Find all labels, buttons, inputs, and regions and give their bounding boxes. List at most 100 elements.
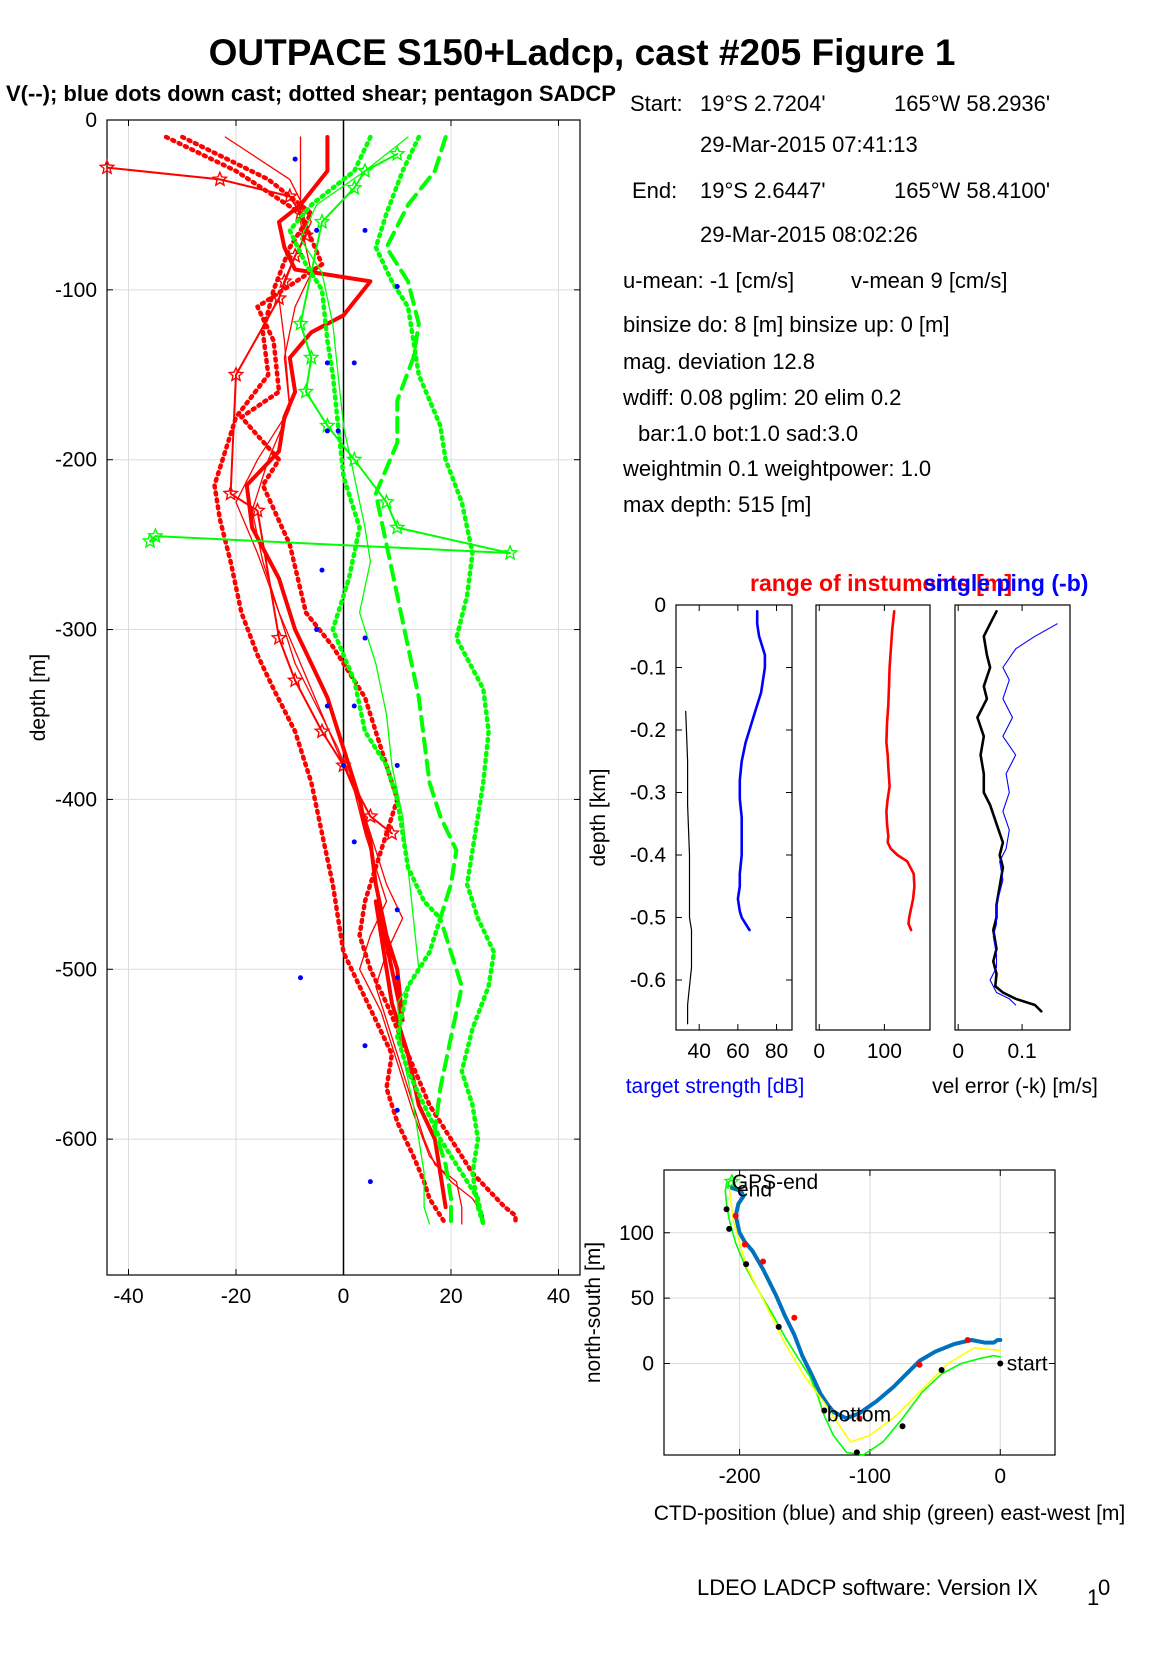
y-tick-label: 0: [642, 1352, 654, 1375]
x-tick-label: 0: [813, 1040, 825, 1063]
start-latitude: 19°S 2.7204': [700, 91, 826, 116]
ship-marker: [997, 1360, 1004, 1367]
x-axis-label: target strength [dB]: [626, 1075, 805, 1098]
ctd-marker: [791, 1314, 798, 1321]
end-time: 29-Mar-2015 08:02:26: [700, 222, 918, 247]
downcast-dot: [292, 156, 298, 162]
x-tick-label: -200: [719, 1465, 761, 1488]
track-series-green: [724, 1179, 1002, 1456]
y-axis-label: north-south [m]: [582, 1242, 605, 1383]
y-tick-label: -500: [55, 958, 97, 981]
panel-series-blue: [736, 609, 767, 932]
x-tick-label: 40: [547, 1285, 570, 1308]
target-strength-chart: 40 60 80 0 -0.1 -0.2 -0.3 -0.4 -0.5 -0.6 depth [km…: [587, 594, 804, 1098]
panel-title: single ping (-b): [924, 570, 1089, 596]
star-marker: [270, 289, 288, 306]
star-marker: [297, 226, 315, 243]
star-marker: [302, 348, 320, 366]
x-tick-label: 60: [726, 1040, 749, 1063]
profile-series-red: [163, 134, 518, 1227]
downcast-dot: [298, 975, 303, 981]
downcast-dot: [362, 227, 368, 233]
y-tick-label: -0.5: [630, 907, 666, 930]
start-label: Start:: [630, 91, 683, 116]
panel-series-blue: [989, 623, 1058, 1006]
panel-series-black: [685, 710, 693, 1025]
end-label: End:: [632, 178, 677, 203]
downcast-dot: [335, 428, 341, 434]
star-marker: [313, 722, 331, 739]
star-marker: [249, 501, 266, 518]
downcast-dot: [394, 762, 400, 768]
track-label: GPS-end: [732, 1171, 818, 1194]
star-marker: [501, 544, 519, 561]
software-version-subscript: 1: [1087, 1585, 1099, 1610]
profile-series-green: [149, 153, 512, 555]
x-tick-label: 0: [338, 1285, 350, 1308]
star-marker: [345, 179, 363, 196]
y-tick-label: -0.6: [630, 969, 666, 992]
panel-title: range of instuments [m]: [750, 570, 1012, 596]
figure-title: OUTPACE S150+Ladcp, cast #205 Figure 1: [209, 32, 956, 73]
mag-deviation: mag. deviation 12.8: [623, 349, 815, 374]
downcast-dot: [319, 567, 325, 573]
downcast-dot: [324, 360, 330, 366]
downcast-dot: [362, 635, 368, 641]
ship-marker: [821, 1407, 828, 1414]
downcast-dot: [324, 703, 330, 709]
star-marker: [313, 213, 331, 230]
y-tick-label: -300: [55, 619, 97, 642]
star-marker: [361, 807, 379, 824]
track-label: start: [1007, 1352, 1048, 1375]
star-marker: [227, 366, 245, 382]
star-marker: [275, 272, 293, 289]
profile-series-green: [299, 136, 431, 1225]
x-tick-label: 80: [765, 1040, 788, 1063]
max-depth: max depth: 515 [m]: [623, 492, 811, 517]
ctd-marker: [856, 1415, 863, 1422]
downcast-dot: [394, 283, 400, 289]
y-axis-label: depth [m]: [27, 654, 50, 742]
y-tick-label: -0.3: [630, 782, 666, 805]
y-tick-label: 100: [619, 1222, 654, 1245]
x-tick-label: 20: [439, 1285, 462, 1308]
end-latitude: 19°S 2.6447': [700, 178, 826, 203]
ship-marker: [853, 1449, 860, 1456]
binsize: binsize do: 8 [m] binsize up: 0 [m]: [623, 312, 950, 337]
bar-params: bar:1.0 bot:1.0 sad:3.0: [638, 421, 858, 446]
axes-frame: [675, 604, 793, 1031]
range-chart: 0 100 range of instuments [m]: [750, 570, 1012, 1063]
star-marker: [292, 315, 309, 331]
v-mean: v-mean 9 [cm/s]: [851, 268, 1007, 293]
y-tick-label: 0: [85, 109, 97, 132]
ship-marker: [938, 1367, 945, 1374]
x-tick-label: 100: [867, 1040, 902, 1063]
ship-marker: [723, 1206, 730, 1213]
track-label: bottom: [827, 1403, 891, 1426]
x-tick-label: 0: [952, 1040, 964, 1063]
start-time: 29-Mar-2015 07:41:13: [700, 132, 918, 157]
profile-series-green: [373, 134, 497, 1227]
downcast-dot: [351, 839, 357, 845]
ship-marker: [775, 1323, 782, 1330]
ship-marker: [726, 1225, 733, 1232]
y-tick-label: -0.4: [630, 844, 667, 867]
y-tick-label: 0: [654, 594, 666, 617]
x-axis-label: CTD-position (blue) and ship (green) eas…: [654, 1502, 1126, 1525]
y-tick-label: -100: [55, 279, 97, 302]
downcast-dot: [351, 360, 357, 366]
axes-frame: [815, 604, 931, 1031]
star-marker: [211, 170, 229, 187]
star-marker: [335, 756, 352, 773]
y-tick-label: -400: [55, 788, 97, 811]
downcast-dot: [341, 762, 346, 768]
ship-marker: [743, 1261, 750, 1268]
ctd-marker: [741, 1241, 748, 1248]
y-tick-label: -0.2: [630, 719, 666, 742]
star-marker: [281, 187, 299, 204]
star-marker: [270, 629, 288, 646]
profile-series-green: [287, 134, 486, 1227]
downcast-dot: [394, 975, 400, 981]
star-marker: [345, 450, 363, 467]
